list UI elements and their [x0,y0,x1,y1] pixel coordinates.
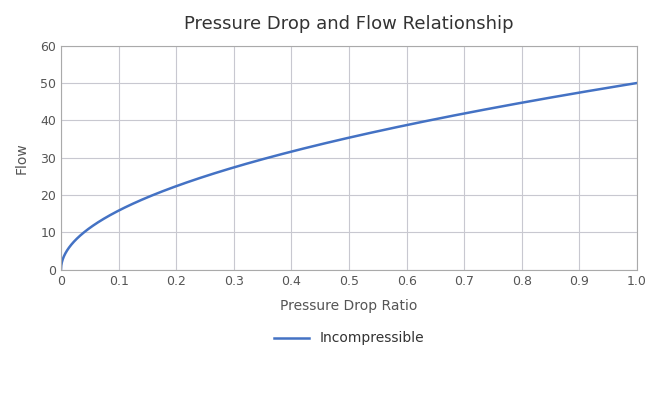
Incompressible [322,141,330,145]
Incompressible [510,102,518,106]
Incompressible [87,225,95,230]
Incompressible [616,83,624,88]
Incompressible [633,81,641,85]
X-axis label: Pressure Drop Ratio: Pressure Drop Ratio [280,299,418,313]
Legend: Incompressible: Incompressible [268,326,430,351]
Incompressible [616,83,624,88]
Title: Pressure Drop and Flow Relationship: Pressure Drop and Flow Relationship [184,15,514,33]
Incompressible [337,137,345,142]
Line: Incompressible: Incompressible [61,83,637,270]
Incompressible [57,267,65,272]
Y-axis label: Flow: Flow [15,142,29,173]
